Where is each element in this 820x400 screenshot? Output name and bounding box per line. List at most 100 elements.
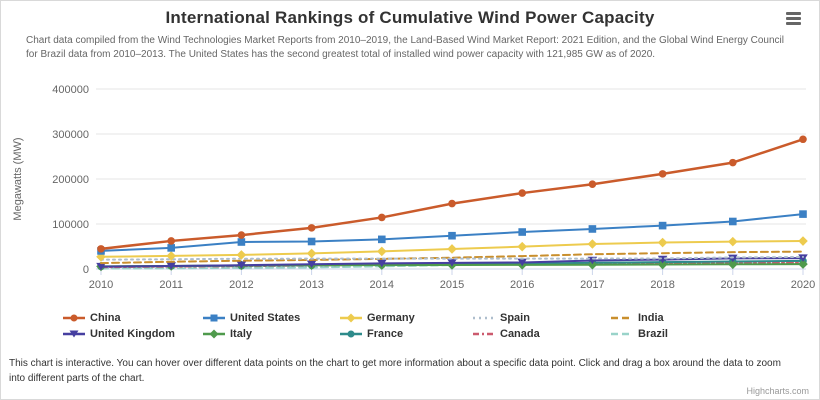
- data-point-marker: [657, 237, 668, 248]
- data-point-marker: [306, 260, 317, 269]
- x-axis-tick-label: 2010: [89, 279, 113, 291]
- data-point-marker: [448, 231, 456, 240]
- legend-item-germany[interactable]: Germany: [340, 312, 473, 324]
- data-point-marker: [658, 221, 667, 230]
- hamburger-bar: [786, 22, 801, 25]
- legend-label: France: [367, 328, 404, 340]
- data-point-marker: [166, 251, 176, 261]
- series-china[interactable]: [97, 135, 807, 253]
- data-point-marker: [587, 239, 598, 249]
- hamburger-bar: [786, 17, 801, 20]
- data-point-marker: [377, 259, 387, 268]
- data-point-marker: [657, 259, 668, 270]
- data-point-marker: [517, 258, 527, 267]
- data-point-marker: [96, 262, 106, 271]
- chart-caption: This chart is interactive. You can hover…: [9, 358, 781, 384]
- data-point-marker: [346, 313, 356, 323]
- legend-marker-icon: [63, 314, 85, 322]
- series-line: [100, 250, 804, 265]
- data-point-marker: [209, 329, 219, 339]
- legend-item-france[interactable]: France: [340, 328, 473, 340]
- data-point-marker: [210, 314, 218, 322]
- series-united-kingdom[interactable]: [96, 254, 808, 271]
- legend-marker-icon: [611, 316, 633, 320]
- data-point-marker: [167, 237, 175, 245]
- data-point-marker: [588, 225, 597, 233]
- legend-label: China: [90, 312, 121, 324]
- data-point-marker: [378, 213, 386, 222]
- series-india[interactable]: [100, 250, 804, 265]
- data-point-marker: [518, 228, 526, 236]
- legend-label: Italy: [230, 328, 253, 340]
- legend-label: Canada: [500, 328, 540, 340]
- data-point-marker: [729, 217, 737, 226]
- data-point-marker: [167, 244, 175, 252]
- data-point-marker: [518, 189, 526, 197]
- data-point-marker: [798, 236, 808, 246]
- data-point-marker: [378, 235, 386, 244]
- legend-label: United Kingdom: [90, 328, 175, 340]
- legend-item-united-states[interactable]: United States: [203, 312, 340, 324]
- series-germany[interactable]: [96, 236, 808, 262]
- data-point-marker: [96, 251, 106, 262]
- legend-item-spain[interactable]: Spain: [473, 312, 611, 324]
- legend-item-canada[interactable]: Canada: [473, 328, 611, 340]
- legend-marker-icon: [611, 332, 633, 336]
- data-point-marker: [447, 244, 457, 254]
- y-axis-tick-label: 400000: [52, 84, 89, 96]
- data-point-marker: [587, 259, 598, 270]
- legend-item-china[interactable]: China: [63, 312, 203, 324]
- hamburger-menu-icon[interactable]: [786, 12, 806, 28]
- data-point-marker: [447, 259, 457, 267]
- data-point-marker: [166, 262, 176, 270]
- x-axis-tick-label: 2017: [580, 279, 604, 291]
- plot-area[interactable]: 0 100000 200000 300000 400000 2010 2011 2012 201…: [1, 81, 820, 306]
- legend-item-brazil[interactable]: Brazil: [611, 328, 751, 340]
- y-axis-tick-label: 200000: [52, 174, 89, 186]
- data-point-marker: [798, 259, 808, 269]
- chart-subtitle: Chart data compiled from the Wind Techno…: [26, 35, 785, 61]
- data-point-marker: [237, 238, 246, 246]
- data-point-marker: [728, 254, 738, 263]
- x-axis-tick-label: 2013: [299, 279, 323, 291]
- highcharts-credits-link[interactable]: Highcharts.com: [746, 386, 809, 396]
- data-point-marker: [237, 231, 246, 239]
- data-point-marker: [97, 245, 105, 253]
- y-axis-tick-label: 300000: [52, 129, 89, 141]
- legend-label: Germany: [367, 312, 415, 324]
- data-point-marker: [448, 199, 456, 208]
- data-point-marker: [70, 314, 78, 322]
- y-axis-title: Megawatts (MW): [12, 137, 24, 220]
- x-axis-tick-label: 2015: [440, 279, 464, 291]
- data-point-marker: [306, 248, 317, 259]
- data-point-marker: [236, 261, 247, 269]
- legend-item-united-kingdom[interactable]: United Kingdom: [63, 328, 203, 340]
- legend-marker-icon: [203, 329, 225, 339]
- data-point-marker: [69, 330, 79, 338]
- data-point-marker: [798, 254, 808, 262]
- hamburger-bar: [786, 12, 801, 15]
- legend-item-italy[interactable]: Italy: [203, 328, 340, 340]
- chart-title: International Rankings of Cumulative Win…: [165, 8, 655, 27]
- data-point-marker: [799, 135, 807, 144]
- legend-item-india[interactable]: India: [611, 312, 751, 324]
- legend-label: Spain: [500, 312, 530, 324]
- data-point-marker: [728, 236, 738, 247]
- legend-marker-icon: [340, 313, 362, 323]
- data-point-marker: [307, 224, 316, 232]
- data-point-marker: [728, 259, 738, 270]
- data-point-marker: [588, 180, 597, 189]
- data-point-marker: [307, 237, 316, 246]
- x-axis-tick-label: 2018: [650, 279, 674, 291]
- legend-marker-icon: [473, 332, 495, 336]
- data-point-marker: [377, 246, 387, 257]
- x-axis-tick-label: 2011: [159, 279, 183, 291]
- data-point-marker: [729, 158, 737, 167]
- data-point-marker: [347, 330, 355, 338]
- data-point-marker: [517, 241, 527, 252]
- y-axis-tick-label: 0: [83, 264, 89, 276]
- legend-label: India: [638, 312, 664, 324]
- x-axis-tick-label: 2012: [229, 279, 253, 291]
- y-axis-tick-label: 100000: [52, 219, 89, 231]
